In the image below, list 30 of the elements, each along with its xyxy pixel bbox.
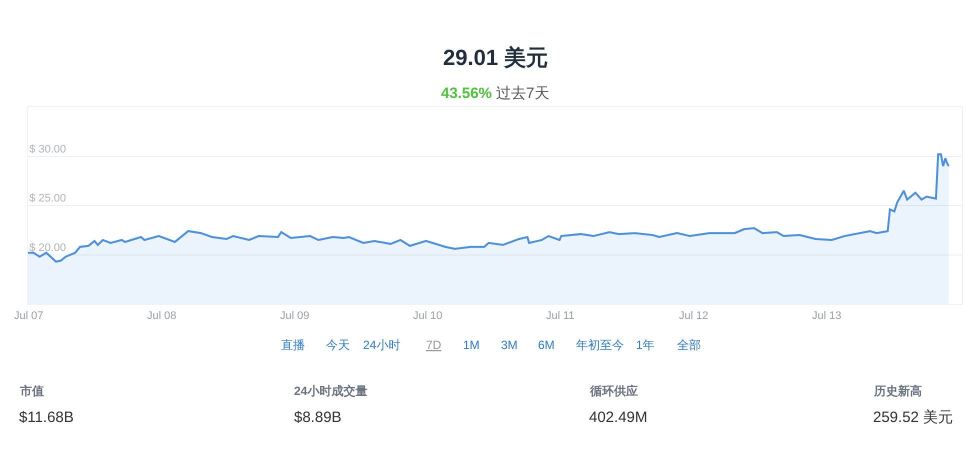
x-tick-label: Jul 12 xyxy=(679,310,708,322)
x-tick-label: Jul 11 xyxy=(546,310,575,322)
y-tick-label: $ 20.00 xyxy=(29,242,66,254)
text: 259.52 美元 xyxy=(873,409,954,426)
x-tick-label: Jul 13 xyxy=(812,310,842,322)
x-tick-label: Jul 10 xyxy=(413,310,442,322)
chart-subtitle: 43.56% 过去7天 xyxy=(441,85,550,102)
text: 24小时成交量 xyxy=(294,384,368,398)
text: 年初至今 xyxy=(576,338,624,352)
x-tick-label: Jul 08 xyxy=(147,310,176,322)
text: 1M xyxy=(463,338,480,352)
text: 全部 xyxy=(677,338,701,352)
y-tick-label: $ 30.00 xyxy=(29,143,66,156)
text: 3M xyxy=(501,338,518,352)
y-tick-label: $ 25.00 xyxy=(29,192,66,205)
text: 今天 xyxy=(326,338,350,352)
text: 历史新高 xyxy=(873,384,922,398)
text: 6M xyxy=(538,338,555,352)
text: 24小时 xyxy=(363,338,400,352)
text: 7D xyxy=(426,338,442,352)
text: $11.68B xyxy=(19,409,74,426)
text: $8.89B xyxy=(294,409,342,426)
x-tick-label: Jul 07 xyxy=(14,310,44,322)
text: 402.49M xyxy=(589,409,648,426)
text: 市值 xyxy=(19,384,44,398)
text: 循环供应 xyxy=(589,384,638,398)
text: 直播 xyxy=(281,338,305,352)
text: 1年 xyxy=(636,338,655,352)
x-tick-label: Jul 09 xyxy=(280,310,310,322)
chart-title: 29.01 美元 xyxy=(443,45,548,70)
